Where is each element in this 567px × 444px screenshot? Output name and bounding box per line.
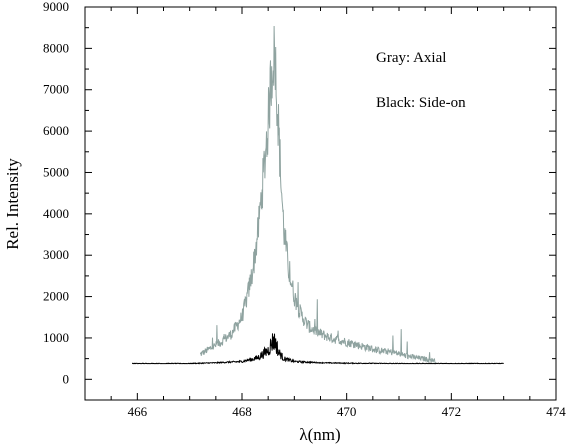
x-tick-label: 474 <box>546 404 566 419</box>
y-tick-label: 1000 <box>43 330 69 345</box>
y-axis-label: Rel. Intensity <box>3 158 22 250</box>
annotation-gray-axial: Gray: Axial <box>376 50 446 66</box>
annotation-black-side-on: Black: Side-on <box>376 95 466 111</box>
series-side-on-line <box>131 333 504 365</box>
x-tick-label: 472 <box>442 404 462 419</box>
series-axial-line <box>199 25 437 365</box>
y-tick-label: 5000 <box>43 164 69 179</box>
y-tick-label: 2000 <box>43 289 69 304</box>
plot-frame <box>84 6 557 401</box>
series-group <box>131 25 504 365</box>
axis-ticks: 466 468 470 472 474 0 1000 2000 3000 4000 5000 6000… <box>43 0 566 419</box>
x-tick-label: 470 <box>337 404 357 419</box>
x-axis-label: λ(nm) <box>299 425 340 444</box>
x-tick-label: 466 <box>128 404 148 419</box>
y-tick-label: 7000 <box>43 82 69 97</box>
y-tick-label: 0 <box>63 371 70 386</box>
x-tick-label: 468 <box>232 404 252 419</box>
y-tick-label: 3000 <box>43 247 69 262</box>
y-tick-label: 4000 <box>43 206 69 221</box>
y-tick-label: 8000 <box>43 40 69 55</box>
y-tick-label: 6000 <box>43 123 69 138</box>
y-tick-label: 9000 <box>43 0 69 14</box>
